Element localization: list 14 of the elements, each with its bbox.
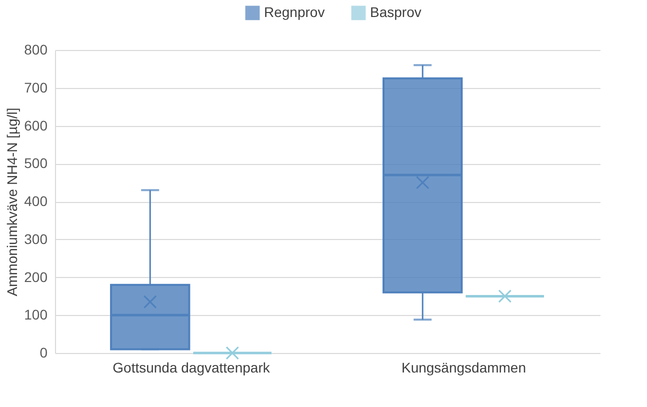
x-tick-label: Kungsängsdammen (401, 360, 526, 376)
legend-label: Basprov (370, 4, 422, 20)
y-axis-title: Ammoniumkväve NH4-N [µg/l] (4, 108, 20, 296)
y-tick-label: 300 (24, 230, 48, 247)
y-tick-label: 700 (24, 79, 48, 96)
y-tick-label: 200 (24, 268, 48, 285)
y-tick-label: 0 (40, 344, 48, 360)
y-tick-label: 600 (24, 117, 48, 134)
y-tick-label: 400 (24, 193, 48, 209)
legend-label: Regnprov (264, 4, 325, 20)
y-tick-label: 100 (24, 306, 48, 323)
y-tick-label: 800 (24, 42, 48, 58)
y-tick-label: 500 (24, 155, 48, 172)
x-tick-label: Gottsunda dagvattenpark (112, 360, 271, 376)
